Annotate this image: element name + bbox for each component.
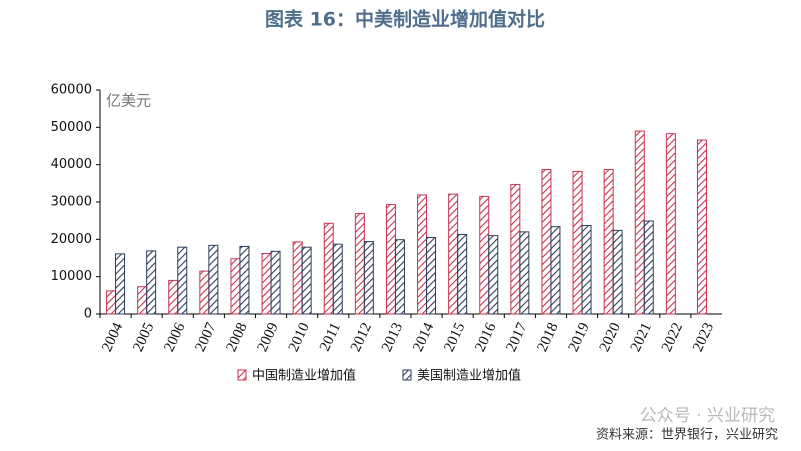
- y-tick-label: 40000: [51, 157, 92, 172]
- legend-swatch: [237, 369, 247, 381]
- bar: [426, 236, 437, 315]
- bar: [270, 250, 281, 315]
- bar: [208, 244, 219, 315]
- bar: [510, 183, 521, 315]
- x-tick-label: 2021: [628, 320, 655, 354]
- y-tick-label: 20000: [51, 232, 92, 247]
- x-tick-label: 2005: [130, 320, 157, 354]
- bar: [417, 194, 428, 315]
- x-tick-label: 2004: [99, 320, 126, 354]
- y-tick-label: 60000: [51, 83, 92, 98]
- bar: [239, 245, 250, 315]
- y-tick-label: 10000: [51, 269, 92, 284]
- bar: [394, 239, 405, 315]
- bar: [488, 235, 499, 315]
- x-tick-label: 2016: [472, 320, 499, 354]
- x-tick-label: 2023: [690, 320, 717, 354]
- bar: [634, 130, 645, 315]
- bar: [323, 222, 334, 315]
- bar: [550, 226, 561, 315]
- bar: [519, 231, 530, 315]
- bar: [230, 258, 241, 315]
- watermark: 公众号 · 兴业研究: [640, 406, 775, 426]
- chart-title: 图表 16：中美制造业增加值对比: [265, 8, 545, 31]
- bar: [572, 170, 583, 315]
- x-tick-label: 2008: [224, 320, 251, 354]
- bar: [354, 213, 365, 315]
- x-tick-label: 2007: [192, 320, 219, 354]
- x-tick-label: 2019: [566, 320, 593, 354]
- bar: [115, 253, 126, 315]
- legend-swatch: [402, 369, 412, 381]
- x-tick-label: 2022: [659, 320, 686, 354]
- bar: [292, 241, 303, 315]
- x-tick-label: 2013: [379, 320, 406, 354]
- bar: [177, 246, 188, 315]
- bar: [332, 243, 343, 315]
- x-tick-label: 2020: [597, 320, 624, 354]
- x-tick-label: 2015: [441, 320, 468, 354]
- bar: [612, 229, 623, 315]
- x-tick-label: 2010: [286, 320, 313, 354]
- y-tick-label: 0: [84, 307, 92, 322]
- bar: [106, 290, 117, 315]
- bar: [261, 253, 272, 315]
- bar: [385, 204, 396, 315]
- bar: [363, 241, 374, 315]
- x-tick-label: 2011: [317, 320, 344, 353]
- x-tick-label: 2018: [535, 320, 562, 354]
- x-tick-label: 2012: [348, 320, 375, 354]
- unit-label: 亿美元: [106, 92, 151, 110]
- x-tick-label: 2017: [503, 320, 530, 354]
- bar: [479, 195, 490, 315]
- x-tick-label: 2009: [255, 320, 282, 354]
- bar: [603, 169, 614, 315]
- bar: [448, 193, 459, 315]
- legend-label: 中国制造业增加值: [252, 368, 356, 384]
- bar: [696, 139, 707, 315]
- source: 资料来源：世界银行，兴业研究: [596, 428, 778, 443]
- bar: [457, 233, 468, 315]
- bar: [146, 250, 157, 315]
- bar: [137, 286, 148, 315]
- y-tick-label: 30000: [51, 195, 92, 210]
- bar: [643, 220, 654, 315]
- bar: [168, 279, 179, 315]
- x-tick-label: 2014: [410, 320, 437, 354]
- bar: [581, 225, 592, 315]
- bar: [301, 246, 312, 315]
- x-tick-label: 2006: [161, 320, 188, 354]
- bar: [541, 169, 552, 315]
- legend-label: 美国制造业增加值: [417, 368, 521, 384]
- bar: [199, 270, 210, 315]
- y-tick-label: 50000: [51, 120, 92, 135]
- bar: [665, 133, 676, 315]
